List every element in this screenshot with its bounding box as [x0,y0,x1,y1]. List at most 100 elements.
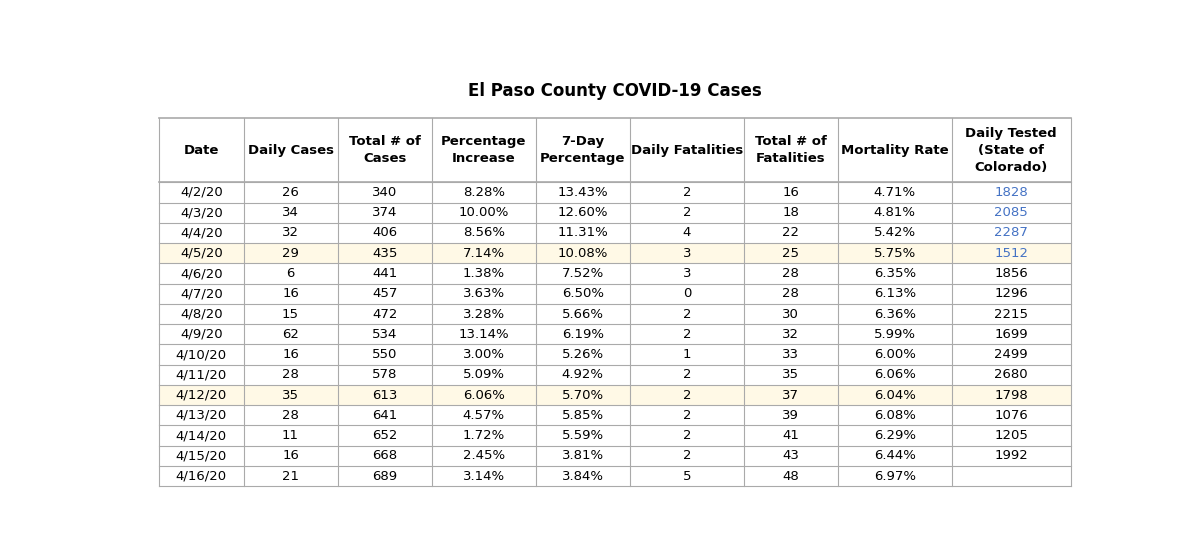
Text: Daily Cases: Daily Cases [247,143,334,157]
Text: 28: 28 [282,409,299,422]
Text: 16: 16 [282,348,299,361]
Text: 578: 578 [372,368,397,381]
Text: 4/14/20: 4/14/20 [176,429,227,442]
Text: 6.36%: 6.36% [874,307,916,320]
Text: 11: 11 [282,429,299,442]
Text: 689: 689 [372,470,397,483]
Text: 4/9/20: 4/9/20 [180,328,223,341]
Text: 4/15/20: 4/15/20 [175,449,227,463]
Text: 641: 641 [372,409,397,422]
Text: 2: 2 [683,368,691,381]
Text: 472: 472 [372,307,397,320]
Text: 30: 30 [782,307,799,320]
Text: 32: 32 [782,328,799,341]
Text: 4.57%: 4.57% [463,409,505,422]
Text: 2: 2 [683,449,691,463]
Text: 5.42%: 5.42% [874,226,916,240]
Text: 4/2/20: 4/2/20 [180,186,223,199]
Text: 4/3/20: 4/3/20 [180,206,223,219]
Bar [160,304,1070,324]
Text: 6.29%: 6.29% [874,429,916,442]
Text: 2: 2 [683,186,691,199]
Bar [160,202,1070,223]
Text: 5.59%: 5.59% [562,429,604,442]
Text: 26: 26 [282,186,299,199]
Text: 2: 2 [683,307,691,320]
Text: 2680: 2680 [995,368,1028,381]
Text: 6.97%: 6.97% [874,470,916,483]
Text: 5.75%: 5.75% [874,247,916,260]
Text: 1856: 1856 [995,267,1028,280]
Text: 4/7/20: 4/7/20 [180,287,223,300]
Text: 613: 613 [372,389,397,401]
Text: 25: 25 [782,247,799,260]
Text: 4/6/20: 4/6/20 [180,267,223,280]
Text: 32: 32 [282,226,299,240]
Text: 2: 2 [683,409,691,422]
Bar [160,365,1070,385]
Text: 668: 668 [372,449,397,463]
Text: 4/12/20: 4/12/20 [175,389,227,401]
Text: 4/8/20: 4/8/20 [180,307,223,320]
Bar [160,446,1070,466]
Text: 1512: 1512 [995,247,1028,260]
Text: 441: 441 [372,267,397,280]
Text: 37: 37 [782,389,799,401]
Bar [160,223,1070,243]
Text: 435: 435 [372,247,397,260]
Text: 5.26%: 5.26% [562,348,604,361]
Text: 16: 16 [282,449,299,463]
Text: 13.14%: 13.14% [458,328,509,341]
Text: Mortality Rate: Mortality Rate [841,143,949,157]
Text: 6.44%: 6.44% [874,449,916,463]
Text: 22: 22 [782,226,799,240]
Text: 6.06%: 6.06% [463,389,505,401]
Text: 406: 406 [372,226,397,240]
Text: 33: 33 [782,348,799,361]
Text: 35: 35 [782,368,799,381]
Bar [160,405,1070,425]
Text: 534: 534 [372,328,397,341]
Text: 2499: 2499 [995,348,1028,361]
Text: 3.81%: 3.81% [562,449,604,463]
Text: 1296: 1296 [995,287,1028,300]
Text: 48: 48 [782,470,799,483]
Text: 5.85%: 5.85% [562,409,604,422]
Text: 1828: 1828 [995,186,1028,199]
Text: 16: 16 [282,287,299,300]
Text: 2215: 2215 [995,307,1028,320]
Text: 4/11/20: 4/11/20 [175,368,227,381]
Text: 3: 3 [683,267,691,280]
Text: 10.00%: 10.00% [458,206,509,219]
Text: 13.43%: 13.43% [558,186,608,199]
Text: 39: 39 [782,409,799,422]
Text: 1: 1 [683,348,691,361]
Text: 62: 62 [282,328,299,341]
Text: 8.28%: 8.28% [463,186,505,199]
Text: 2: 2 [683,328,691,341]
Text: 3.84%: 3.84% [562,470,604,483]
Text: Total # of
Fatalities: Total # of Fatalities [755,135,827,165]
Text: Total # of
Cases: Total # of Cases [349,135,421,165]
Text: 11.31%: 11.31% [558,226,608,240]
Text: 7-Day
Percentage: 7-Day Percentage [540,135,625,165]
Text: 6: 6 [287,267,295,280]
Bar [160,284,1070,304]
Text: 4/5/20: 4/5/20 [180,247,223,260]
Bar [160,466,1070,486]
Text: 1992: 1992 [995,449,1028,463]
Text: 1.72%: 1.72% [463,429,505,442]
Text: 2: 2 [683,389,691,401]
Text: 374: 374 [372,206,397,219]
Text: 29: 29 [282,247,299,260]
Text: El Paso County COVID-19 Cases: El Paso County COVID-19 Cases [468,82,762,100]
Text: 6.13%: 6.13% [874,287,916,300]
Text: 1076: 1076 [995,409,1028,422]
Bar [160,385,1070,405]
Text: 3: 3 [683,247,691,260]
Text: 6.04%: 6.04% [874,389,916,401]
Text: Percentage
Increase: Percentage Increase [442,135,527,165]
Text: 7.52%: 7.52% [562,267,604,280]
Text: Daily Tested
(State of
Colorado): Daily Tested (State of Colorado) [966,127,1057,173]
Text: 4: 4 [683,226,691,240]
